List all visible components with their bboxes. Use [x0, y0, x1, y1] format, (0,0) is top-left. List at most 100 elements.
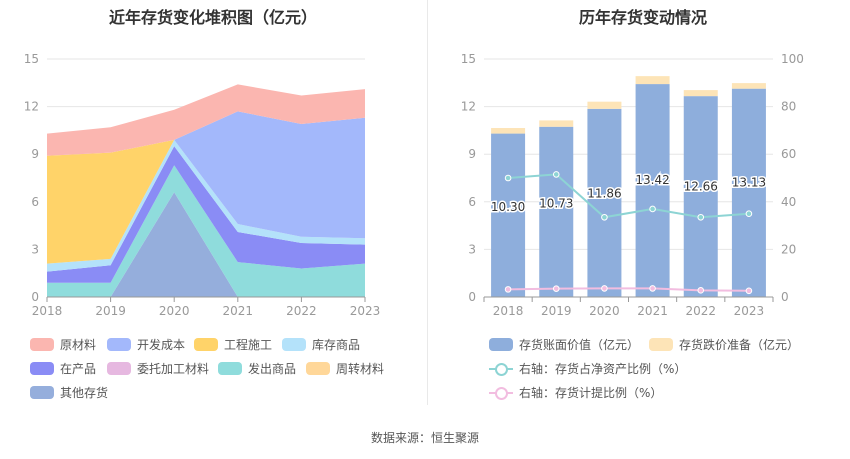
line-point	[601, 213, 608, 221]
legend-swatch	[218, 362, 242, 375]
y2-tick-label: 80	[781, 100, 796, 114]
legend-weituojiagong[interactable]: 委托加工材料	[107, 360, 209, 377]
legend-zaichanpin[interactable]: 在产品	[30, 360, 96, 377]
legend-fachushangpin[interactable]: 发出商品	[218, 360, 296, 377]
y-tick-label: 3	[31, 242, 39, 256]
legend-swatch	[107, 362, 131, 375]
bar-dieji	[539, 120, 574, 127]
legend-label: 库存商品	[312, 338, 361, 352]
line-point	[745, 287, 753, 295]
legend-zhangmian[interactable]: 存货账面价值（亿元）	[489, 336, 639, 353]
legend-dieji[interactable]: 存货跌价准备（亿元）	[649, 336, 799, 353]
line-point	[649, 285, 656, 292]
y-tick-label: 12	[24, 100, 39, 114]
y-tick-label: 3	[468, 242, 476, 256]
bar-zhangmian	[539, 126, 574, 297]
line-point	[504, 174, 512, 182]
x-tick-label: 2021	[637, 304, 668, 318]
x-tick-label: 2022	[286, 304, 317, 318]
legend-swatch	[194, 338, 218, 351]
x-tick-label: 2022	[685, 304, 716, 318]
legend-label: 存货跌价准备（亿元）	[679, 338, 800, 352]
y2-tick-label: 100	[781, 52, 804, 66]
legend-label: 右轴：存货占净资产比例（%）	[519, 362, 687, 376]
line-point	[504, 286, 512, 293]
line-右轴：存货占净资产比例（%）	[508, 173, 749, 219]
legend-kaifachengben[interactable]: 开发成本	[107, 336, 185, 353]
bar-dieji	[731, 83, 766, 89]
y-tick-label: 12	[461, 100, 476, 114]
line-point	[649, 205, 656, 213]
x-tick-label: 2018	[493, 304, 524, 318]
legend-zhouzhuancailiao[interactable]: 周转材料	[306, 360, 384, 377]
legend-swatch	[30, 362, 54, 375]
y2-tick-label: 20	[781, 242, 796, 256]
line-point	[552, 171, 560, 178]
legend-label: 发出商品	[248, 362, 297, 376]
y2-tick-label: 60	[781, 147, 796, 161]
line-point	[552, 285, 560, 292]
x-tick-label: 2021	[223, 304, 254, 318]
bar-data-label: 10.73	[539, 196, 573, 210]
bar-data-label: 12.66	[684, 180, 718, 194]
x-tick-label: 2020	[589, 304, 620, 318]
bar-dieji	[491, 128, 526, 134]
legend-zhanjingzichan[interactable]: 右轴：存货占净资产比例（%）	[489, 360, 686, 377]
bar-data-label: 11.86	[587, 187, 621, 201]
legend-line-swatch	[489, 362, 513, 376]
area-在产品	[47, 146, 365, 283]
legend-jiti[interactable]: 右轴：存货计提比例（%）	[489, 384, 662, 401]
legend-swatch	[30, 386, 54, 399]
legend-line-swatch	[489, 386, 513, 400]
line-右轴：存货计提比例（%）	[508, 287, 749, 292]
y-tick-label: 15	[24, 52, 39, 66]
y-tick-label: 15	[461, 52, 476, 66]
legend-label: 原材料	[60, 338, 97, 352]
legend-label: 其他存货	[60, 386, 109, 400]
legend-swatch	[282, 338, 306, 351]
bar-zhangmian	[491, 133, 526, 297]
x-tick-label: 2018	[32, 304, 63, 318]
line-point	[601, 285, 608, 292]
bar-zhangmian	[683, 96, 718, 298]
line-point	[697, 213, 705, 221]
x-tick-label: 2019	[541, 304, 572, 318]
y2-tick-label: 40	[781, 195, 796, 209]
y-tick-label: 0	[468, 290, 476, 304]
area-工程施工	[47, 139, 365, 264]
bar-zhangmian	[587, 108, 622, 297]
x-tick-label: 2023	[734, 304, 765, 318]
legend-swatch	[489, 338, 513, 351]
bar-data-label: 13.13	[732, 175, 766, 189]
bar-dieji	[587, 101, 622, 109]
y-tick-label: 6	[468, 195, 476, 209]
bar-dieji	[683, 90, 718, 97]
bar-data-label: 13.42	[635, 173, 669, 187]
left-chart-title: 近年存货变化堆积图（亿元）	[108, 8, 317, 27]
legend-label: 右轴：存货计提比例（%）	[519, 386, 663, 400]
y-tick-label: 9	[468, 147, 476, 161]
x-tick-label: 2020	[159, 304, 190, 318]
x-tick-label: 2019	[95, 304, 126, 318]
legend-yuancailiao[interactable]: 原材料	[30, 336, 96, 353]
legend-label: 周转材料	[336, 362, 385, 376]
bar-dieji	[635, 76, 670, 85]
legend-label: 委托加工材料	[137, 362, 210, 376]
bar-zhangmian	[635, 84, 670, 297]
legend-kucunshangpin[interactable]: 库存商品	[282, 336, 360, 353]
right-chart-title: 历年存货变动情况	[578, 8, 707, 27]
bar-zhangmian	[731, 88, 766, 297]
legend-qitacunhuo[interactable]: 其他存货	[30, 384, 108, 401]
y-tick-label: 0	[31, 290, 39, 304]
x-tick-label: 2023	[350, 304, 381, 318]
y2-tick-label: 0	[781, 290, 789, 304]
legend-swatch	[306, 362, 330, 375]
area-库存商品	[47, 139, 365, 272]
y-tick-label: 9	[31, 147, 39, 161]
legend-gongchengshigong[interactable]: 工程施工	[194, 336, 272, 353]
line-point	[745, 210, 753, 217]
line-point	[697, 287, 705, 294]
area-原材料	[47, 84, 365, 156]
